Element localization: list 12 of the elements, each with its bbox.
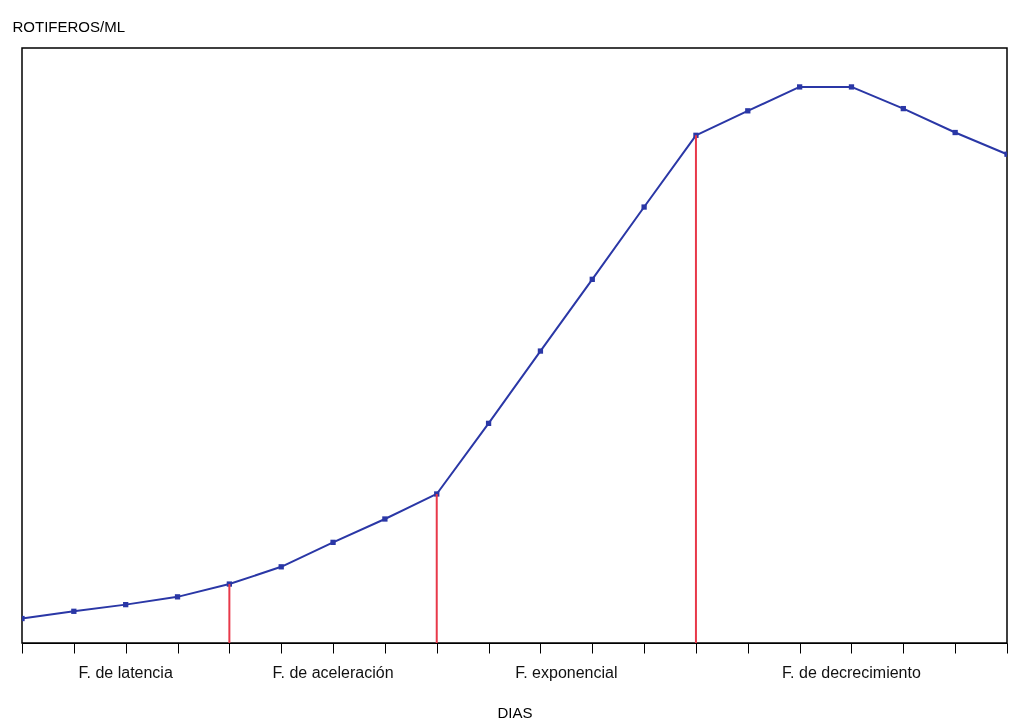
text: F. de decrecimiento bbox=[782, 664, 921, 681]
y-axis-title: ROTIFEROS/ML bbox=[12, 17, 126, 35]
text: F. exponencial bbox=[515, 664, 618, 681]
point bbox=[848, 84, 855, 90]
point bbox=[641, 204, 647, 210]
text: F. de latencia bbox=[78, 664, 173, 681]
point bbox=[796, 84, 803, 90]
text: F. de aceleración bbox=[272, 664, 394, 681]
point bbox=[330, 539, 336, 545]
point bbox=[537, 348, 544, 354]
point bbox=[382, 516, 388, 522]
x-axis-title: DIAS bbox=[497, 703, 533, 721]
